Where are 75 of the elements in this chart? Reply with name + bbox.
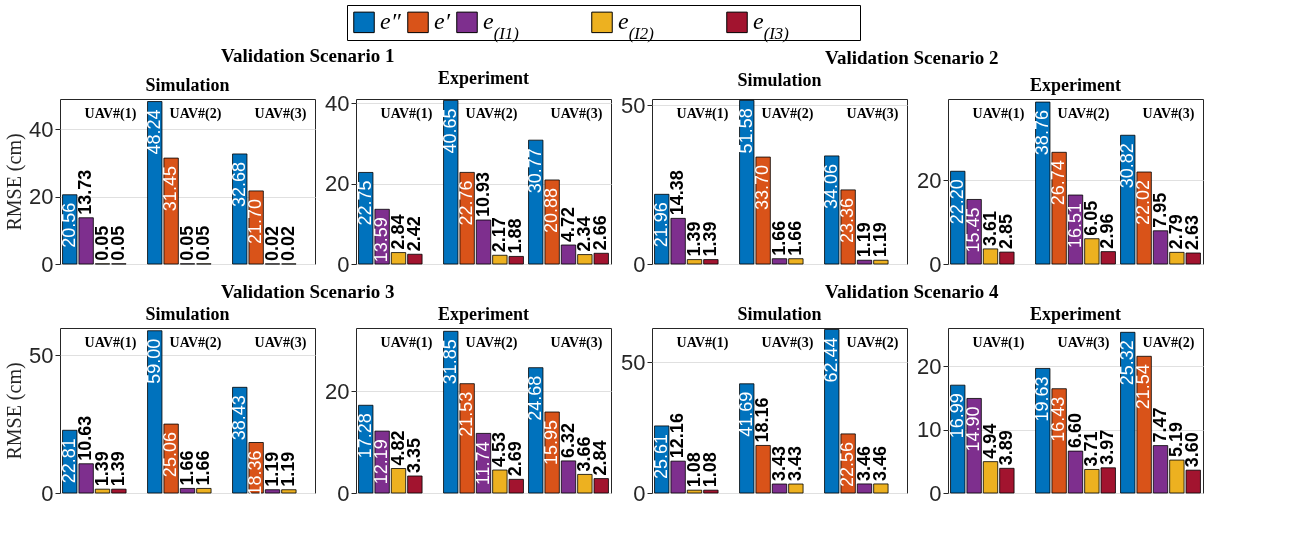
y-tick-label: 0 [929,480,942,506]
y-tick-label: 40 [29,116,54,142]
data-label: 40.65 [439,108,460,154]
chart-title: Simulation [737,70,822,91]
x-tick-label: UAV#(3) [1142,106,1195,122]
y-axis-title: RMSE (cm) [3,362,27,460]
data-label: 33.70 [752,165,773,211]
x-tick-label: UAV#(1) [676,106,729,122]
x-tick-label: UAV#(3) [761,335,814,351]
chart-title: Simulation [737,304,822,324]
y-tick-label: 0 [633,251,646,277]
y-tick-label: 0 [633,480,646,506]
x-tick-label: UAV#(2) [1142,335,1195,351]
data-label: 38.76 [1031,110,1052,156]
data-label: 38.43 [228,395,249,441]
chart-title: Simulation [145,75,230,95]
text: Validation Scenario 3 [221,280,395,302]
chart-title: Experiment [1030,75,1121,95]
y-axis-title: RMSE (cm) [3,133,27,231]
legend-label: e″ [380,8,402,35]
data-label: 31.85 [439,339,460,385]
x-tick-label: UAV#(2) [846,335,899,351]
x-tick-label: UAV#(2) [465,106,518,122]
x-tick-label: UAV#(1) [676,335,729,351]
legend-label: e$_{(I2)}$ [618,8,655,43]
y-tick-label: 20 [325,171,350,197]
x-tick-label: UAV#(2) [169,335,222,351]
y-tick-label: 50 [621,92,646,118]
y-tick-label: 0 [337,251,350,277]
x-tick-label: UAV#(3) [846,106,899,122]
chart-title: Experiment [438,68,529,89]
text: Validation Scenario 1 [221,44,395,66]
data-label: 24.68 [524,375,545,421]
legend-label: e$_{(I3)}$ [753,8,790,43]
chart-title: Experiment [1030,304,1121,324]
x-tick-label: UAV#(1) [84,335,137,351]
text: Validation Scenario 2 [825,46,999,68]
data-label: 21.53 [456,391,477,437]
y-tick-label: 0 [337,480,350,506]
legend-label: e$_{(I1)}$ [483,8,520,43]
x-tick-label: UAV#(1) [380,335,433,351]
x-tick-label: UAV#(2) [761,106,814,122]
data-label: 59.00 [143,338,164,384]
x-tick-label: UAV#(3) [254,335,307,351]
x-tick-label: UAV#(1) [972,106,1025,122]
y-tick-label: 20 [917,353,942,379]
y-tick-label: 50 [621,349,646,375]
chart-title: Experiment [438,304,529,324]
legend-label: e′ [434,8,451,35]
y-tick-label: 0 [929,251,942,277]
y-tick-label: 50 [29,343,54,368]
x-tick-label: UAV#(1) [84,106,137,122]
y-tick-label: 20 [29,184,54,210]
y-tick-label: 0 [41,480,54,506]
x-tick-label: UAV#(1) [380,106,433,122]
x-tick-label: UAV#(3) [550,335,603,351]
x-tick-label: UAV#(3) [254,106,307,122]
y-tick-label: 20 [325,378,350,404]
data-label: 26.74 [1048,160,1069,206]
data-label: 51.58 [735,108,756,154]
x-tick-label: UAV#(1) [972,335,1025,351]
x-tick-label: UAV#(2) [1057,106,1110,122]
y-tick-label: 0 [41,251,54,277]
x-tick-label: UAV#(3) [1057,335,1110,351]
y-tick-label: 10 [917,417,942,443]
chart-title: Simulation [145,304,230,324]
data-label: 62.44 [820,337,841,383]
x-tick-label: UAV#(2) [465,335,518,351]
data-label: 31.45 [160,166,181,212]
y-tick-label: 40 [325,90,350,116]
y-tick-label: 20 [917,167,942,193]
text: Validation Scenario 4 [825,280,999,302]
data-label: 48.24 [143,109,164,155]
x-tick-label: UAV#(2) [169,106,222,122]
x-tick-label: UAV#(3) [550,106,603,122]
